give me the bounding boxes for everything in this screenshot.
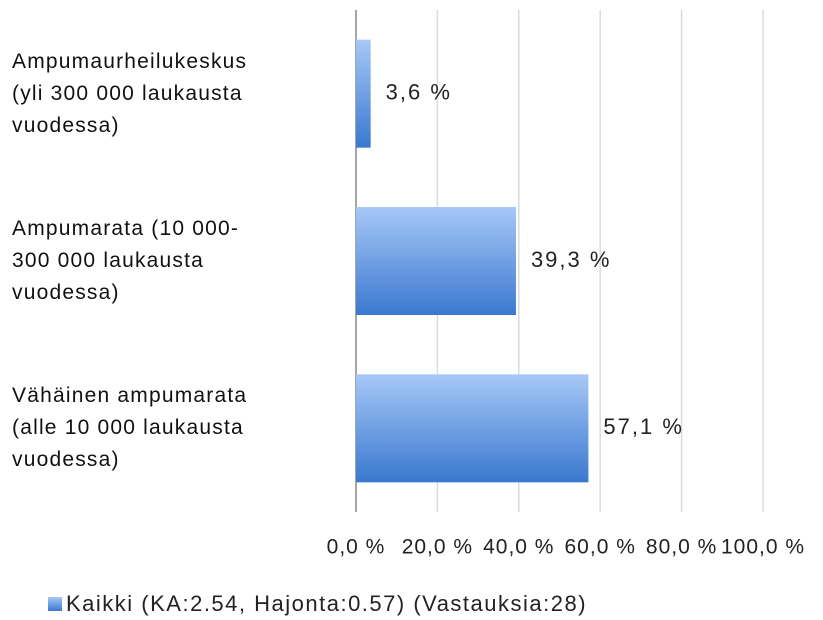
x-tick-label: 60,0 % bbox=[565, 536, 636, 559]
x-tick-label: 0,0 % bbox=[327, 536, 386, 559]
category-label: Ampumarata (10 000- 300 000 laukausta vu… bbox=[12, 217, 240, 304]
legend-swatch bbox=[48, 597, 62, 611]
bar bbox=[356, 207, 516, 315]
category-label: Ampumaurheilukeskus (yli 300 000 laukaus… bbox=[12, 49, 248, 137]
value-label: 57,1 % bbox=[603, 414, 684, 439]
bar bbox=[356, 374, 589, 483]
bar bbox=[356, 39, 371, 148]
x-tick-label: 20,0 % bbox=[402, 536, 473, 559]
legend-label: Kaikki (KA:2.54, Hajonta:0.57) (Vastauks… bbox=[66, 591, 587, 616]
x-tick-label: 40,0 % bbox=[483, 536, 554, 559]
value-label: 39,3 % bbox=[531, 247, 612, 272]
x-tick-label: 100,0 % bbox=[721, 536, 805, 559]
value-label: 3,6 % bbox=[386, 79, 452, 104]
category-label: Vähäinen ampumarata (alle 10 000 laukaus… bbox=[12, 384, 248, 472]
x-tick-label: 80,0 % bbox=[646, 536, 717, 559]
